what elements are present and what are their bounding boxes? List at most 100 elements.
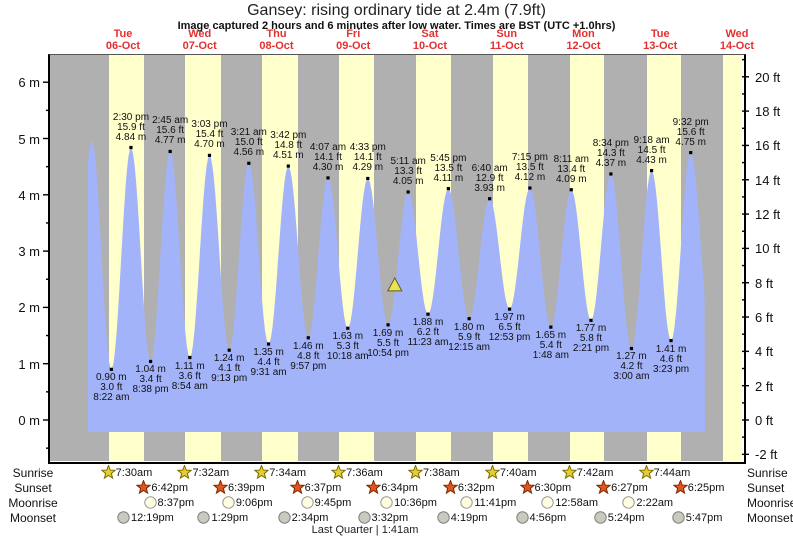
high-tide-label: 5:45 pm 13.5 ft 4.11 m: [416, 152, 480, 184]
almanac-row-label-right: Moonrise: [747, 496, 793, 510]
sunset-entry: 6:34pm: [366, 480, 418, 495]
moonrise-time: 12:58am: [555, 496, 598, 509]
low-tide-label: 1.88 m 6.2 ft 11:23 am: [396, 318, 460, 348]
low-tide-label: 1.65 m 5.4 ft 1:48 am: [519, 331, 583, 361]
moonset-icon: [515, 511, 529, 524]
low-tide-label: 1.69 m 5.5 ft 10:54 pm: [356, 328, 420, 359]
tide-label-line: 8:54 am: [171, 380, 208, 392]
sunrise-time: 7:40am: [499, 466, 537, 479]
sunrise-entry: 7:38am: [408, 465, 460, 480]
tide-label-line: 8:11 am: [553, 153, 589, 165]
moonset-time: 1:29pm: [211, 511, 249, 524]
moonrise-icon: [300, 496, 314, 509]
moonset-entry: 4:56pm: [515, 510, 566, 525]
y-axis-label-ft: 18 ft: [755, 104, 781, 120]
tide-label-line: 15.6 ft: [156, 125, 185, 137]
tide-label-line: 8:38 pm: [132, 384, 169, 396]
tide-label-line: 8:22 am: [93, 392, 130, 404]
sunset-entry: 6:25pm: [672, 480, 725, 495]
day-label-weekday: Tue: [113, 28, 133, 40]
tide-label-line: 8:34 pm: [592, 137, 629, 149]
moonset-time: 4:19pm: [450, 511, 488, 524]
tide-label-line: 4.6 ft: [659, 353, 683, 365]
y-axis-label-m: 0 m: [18, 413, 40, 428]
y-axis-label-ft: 20 ft: [755, 69, 781, 85]
tide-label-line: 9:18 am: [633, 134, 670, 146]
sunset-icon: [212, 480, 228, 495]
day-label-date: 14-Oct: [719, 40, 755, 52]
moonset-icon: [437, 511, 450, 524]
day-label-date: 07-Oct: [182, 40, 217, 52]
moonset-icon: [117, 511, 130, 524]
tide-label-line: 14.3 ft: [596, 147, 625, 159]
tide-label-line: 0.90 m: [96, 372, 127, 384]
sunset-icon: [136, 480, 152, 495]
sunrise-time: 7:36am: [346, 466, 383, 479]
tide-label-line: 13.5 ft: [434, 162, 463, 174]
tide-label-line: 5.4 ft: [539, 340, 562, 352]
daylight-band: [492, 55, 528, 461]
tide-label-line: 1.35 m: [253, 346, 284, 358]
y-axis-label-m: 3 m: [18, 244, 40, 260]
tide-label-line: 3:42 pm: [270, 130, 307, 142]
tide-label-line: 15.0 ft: [234, 137, 263, 149]
tide-label-line: 4.8 ft: [297, 350, 320, 362]
tide-label-line: 4.75 m: [675, 136, 706, 148]
day-label-date: 13-Oct: [643, 40, 678, 52]
tide-label-line: 3.4 ft: [139, 374, 162, 386]
tide-label-line: 4.43 m: [636, 154, 667, 166]
high-tide-label: 3:42 pm 14.8 ft 4.51 m: [256, 131, 320, 161]
low-tide-label: 1.97 m 6.5 ft 12:53 pm: [478, 313, 542, 343]
sunrise-icon: [331, 465, 347, 480]
moonrise-icon: [380, 496, 393, 509]
y-axis-label-ft: 4 ft: [755, 344, 774, 360]
sunrise-entry: 7:40am: [484, 465, 537, 480]
moonrise-time: 11:41pm: [474, 496, 517, 509]
sunset-time: 6:27pm: [611, 481, 648, 494]
y-axis-label-m: 2 m: [18, 300, 40, 316]
tide-label-line: 6.2 ft: [416, 327, 440, 339]
tide-label-line: 4.4 ft: [257, 356, 280, 368]
y-axis-label-m: 5 m: [18, 131, 40, 147]
sunset-time: 6:25pm: [687, 481, 725, 494]
day-label-date: 09-Oct: [336, 40, 371, 52]
low-tide-label: 1.04 m 3.4 ft 8:38 pm: [119, 365, 183, 395]
daylight-band: [262, 55, 298, 461]
tide-label-line: 1.24 m: [213, 353, 245, 365]
tide-label-line: 4.51 m: [273, 150, 304, 162]
daylight-band: [646, 55, 681, 461]
moonset-entry: 4:19pm: [436, 510, 488, 525]
tide-label-line: 1.63 m: [332, 331, 364, 343]
moonset-icon: [197, 511, 211, 524]
tide-label-line: 4.11 m: [433, 172, 464, 184]
sunrise-time: 7:42am: [576, 466, 614, 479]
high-tide-label: 8:34 pm 14.3 ft 4.37 m: [579, 137, 643, 169]
daylight-band: [569, 55, 605, 461]
tide-label-line: 12:15 am: [448, 341, 490, 353]
low-tide-label: 0.90 m 3.0 ft 8:22 am: [79, 373, 143, 403]
tide-label-line: 6.5 ft: [498, 322, 521, 334]
low-tide-label: 1.11 m 3.6 ft 8:54 am: [158, 361, 222, 392]
tide-label-line: 3.93 m: [474, 182, 505, 194]
tide-label-line: 6:40 am: [471, 162, 508, 174]
sunset-entry: 6:30pm: [519, 480, 571, 495]
daylight-band: [723, 55, 742, 461]
tide-label-line: 5:45 pm: [430, 152, 467, 164]
moonrise-icon: [460, 496, 474, 509]
tide-label-line: 15.9 ft: [117, 121, 145, 133]
moonrise-entry: 2:22am: [621, 495, 673, 510]
moonrise-entry: 12:58am: [540, 495, 598, 510]
tide-label-line: 5.9 ft: [458, 331, 481, 343]
tide-label-line: 2:21 pm: [572, 343, 610, 355]
high-tide-label: 3:21 am 15.0 ft 4.56 m: [217, 128, 281, 158]
chart-subtitle: Image captured 2 hours and 6 minutes aft…: [177, 20, 616, 32]
day-label-date: 08-Oct: [259, 40, 294, 52]
moonset-entry: 12:19pm: [116, 510, 174, 525]
sunrise-icon: [177, 465, 193, 480]
y-axis-label-ft: 6 ft: [755, 310, 774, 326]
tide-label-line: 4.70 m: [194, 139, 225, 151]
day-label-weekday: Sun: [496, 28, 518, 40]
high-tide-label: 5:11 am 13.3 ft 4.05 m: [376, 156, 440, 187]
almanac-row-label-right: Sunset: [747, 481, 785, 495]
day-label-date: 12-Oct: [566, 40, 601, 52]
